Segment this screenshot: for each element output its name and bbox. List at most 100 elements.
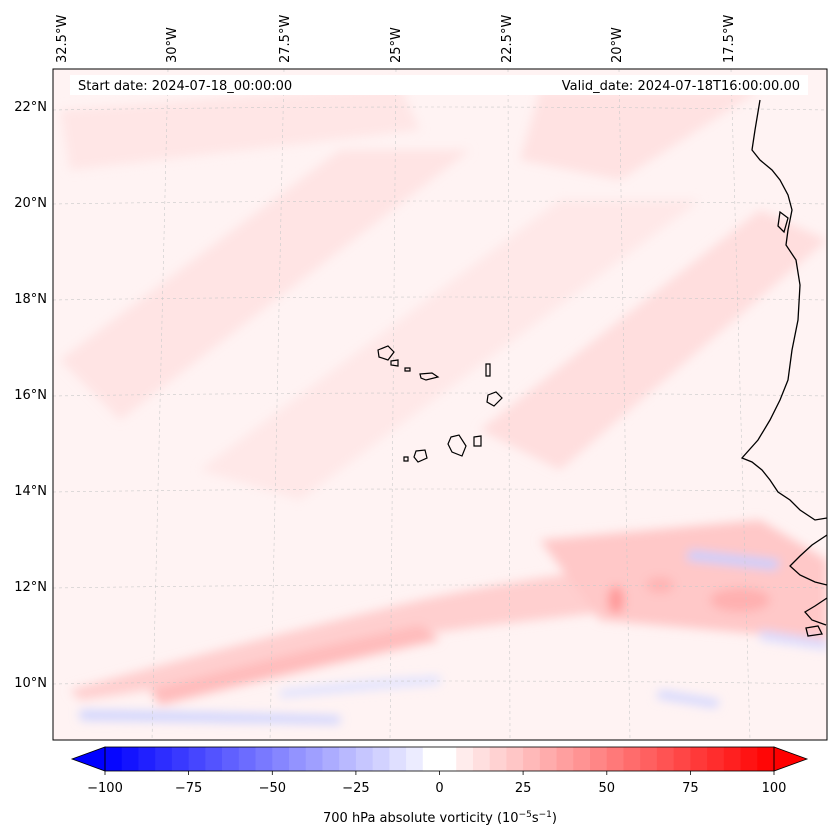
colorbar-tick-label: 25: [515, 781, 532, 796]
colorbar-tick-labels: −100 −75 −50 −25 0 25 50 75 100: [87, 781, 786, 796]
colorbar-segment: [389, 747, 407, 771]
colorbar-tick-label: −75: [175, 781, 202, 796]
colorbar-tick-label: 100: [762, 781, 787, 796]
negative-vorticity: [280, 676, 440, 698]
island-sal: [485, 363, 491, 377]
colorbar-segment: [506, 747, 524, 771]
meridian: [618, 69, 631, 740]
colorbar-segment: [656, 747, 675, 771]
colorbar-segment: [573, 747, 591, 771]
meridian: [730, 69, 751, 740]
african-coastline: [803, 597, 827, 626]
colorbar-segment: [171, 747, 190, 771]
vorticity-field: [60, 85, 827, 724]
island-santa-luzia: [404, 367, 411, 372]
latitude-label: 10°N: [14, 676, 47, 691]
longitude-label: 17.5°W: [722, 15, 737, 63]
parallel: [53, 106, 827, 111]
colorbar-tick-label: 75: [682, 781, 699, 796]
colorbar-extend-max: [773, 746, 809, 772]
negative-vorticity: [686, 550, 780, 570]
colorbar-extend-min: [70, 746, 106, 772]
colorbar-segment: [707, 747, 725, 771]
parallel: [53, 392, 827, 397]
latitude-label: 16°N: [14, 388, 47, 403]
graticule: [32, 69, 827, 740]
colorbar-segment: [590, 747, 608, 771]
colorbar-segment: [372, 747, 390, 771]
longitude-labels: 32.5°W 30°W 27.5°W 25°W 22.5°W 20°W 17.5…: [55, 15, 737, 63]
colorbar-segment: [740, 747, 758, 771]
colorbar-segment: [723, 747, 741, 771]
colorbar-tick-label: −25: [342, 781, 369, 796]
island-boa-vista: [486, 391, 503, 407]
island-fogo: [413, 449, 428, 463]
colorbar-segment: [305, 747, 323, 771]
african-coastline: [740, 99, 827, 521]
negative-vorticity: [80, 710, 340, 724]
colorbar-segment: [406, 747, 424, 771]
meridian: [507, 69, 511, 740]
colorbar-segment: [422, 747, 440, 771]
colorbar-segment: [238, 747, 256, 771]
colorbar-segment: [640, 747, 658, 771]
colorbar-segment: [138, 747, 156, 771]
colorbar-segment: [255, 747, 273, 771]
parallel: [53, 680, 827, 685]
latitude-label: 18°N: [14, 292, 47, 307]
longitude-label: 20°W: [610, 27, 625, 63]
longitude-label: 27.5°W: [278, 15, 293, 63]
longitude-label: 30°W: [165, 27, 180, 63]
colorbar-segments: [105, 747, 775, 771]
colorbar-segment: [155, 747, 173, 771]
vorticity-band: [70, 560, 720, 700]
parallel: [53, 296, 827, 301]
colorbar-tick-label: 50: [599, 781, 616, 796]
vorticity-band: [520, 90, 760, 180]
colorbar-segment: [205, 747, 223, 771]
colorbar-segment: [355, 747, 374, 771]
island-sao-vicente: [390, 359, 399, 367]
vorticity-max: [608, 586, 624, 614]
colorbar-segment: [322, 747, 340, 771]
vorticity-band: [150, 625, 440, 705]
latitude-label: 22°N: [14, 100, 47, 115]
meridian: [389, 69, 397, 740]
african-coastline: [805, 625, 823, 637]
vorticity-band: [480, 210, 827, 470]
latitude-label: 20°N: [14, 196, 47, 211]
colorbar-segment: [606, 747, 624, 771]
colorbar-label: 700 hPa absolute vorticity (10−5s−1): [323, 810, 557, 826]
colorbar-segment: [121, 747, 139, 771]
island-santiago: [447, 434, 467, 457]
meridian: [269, 69, 285, 740]
cape-verde-islands: [377, 345, 503, 463]
parallel: [53, 200, 827, 205]
african-coastline: [789, 534, 827, 586]
colorbar-segment: [523, 747, 541, 771]
colorbar-segment: [623, 747, 641, 771]
colorbar: −100 −75 −50 −25 0 25 50 75 100 700 hPa …: [70, 746, 809, 826]
colorbar-ticks: [104, 771, 775, 775]
map-frame: [52, 68, 828, 741]
colorbar-tick-label: −100: [87, 781, 123, 796]
island-santo-antao: [377, 345, 395, 361]
valid-date-label: Valid_date: 2024-07-18T16:00:00.00: [562, 79, 800, 94]
longitude-label: 25°W: [389, 27, 404, 63]
vorticity-max: [646, 577, 674, 593]
colorbar-segment: [105, 747, 123, 771]
parallel: [53, 584, 827, 589]
meridian: [32, 69, 50, 740]
latitude-label: 14°N: [14, 484, 47, 499]
vorticity-band: [60, 85, 420, 170]
longitude-label: 32.5°W: [55, 15, 70, 63]
colorbar-segment: [539, 747, 557, 771]
colorbar-segment: [439, 747, 457, 771]
african-coastline: [777, 210, 789, 234]
colorbar-tick-label: 0: [435, 781, 443, 796]
colorbar-segment: [757, 747, 775, 771]
colorbar-segment: [222, 747, 240, 771]
island-brava: [403, 456, 409, 462]
colorbar-segment: [272, 747, 290, 771]
